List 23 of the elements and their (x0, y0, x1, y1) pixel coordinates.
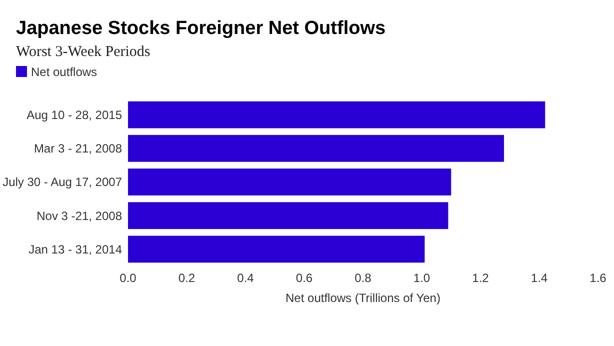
y-tick-label: Aug 10 - 28, 2015 (26, 108, 122, 122)
x-tick-label: 0.8 (354, 271, 372, 285)
legend-label: Net outflows (31, 65, 98, 79)
y-tick-label: Jan 13 - 31, 2014 (28, 242, 122, 256)
x-tick-label: 0.2 (178, 271, 196, 285)
y-tick-label: Mar 3 - 21, 2008 (34, 142, 122, 156)
x-tick-label: 1.4 (530, 271, 548, 285)
x-tick-label: 0.6 (296, 271, 313, 285)
bar (128, 202, 448, 230)
x-tick-label: 1.2 (472, 271, 490, 285)
x-axis-title: Net outflows (Trillions of Yen) (286, 291, 440, 305)
bar (128, 101, 546, 128)
x-tick-label: 0.4 (237, 271, 254, 285)
x-tick-label: 0.0 (120, 271, 137, 285)
bar (128, 236, 425, 263)
x-tick-label: 1.0 (413, 271, 430, 285)
y-tick-label: Nov 3 -21, 2008 (36, 208, 122, 223)
y-tick-label: July 30 - Aug 17, 2007 (2, 175, 122, 190)
bar (128, 134, 504, 162)
bar (128, 168, 452, 196)
chart-subtitle: Worst 3-Week Periods (16, 44, 150, 60)
chart-title: Japanese Stocks Foreigner Net Outflows (16, 18, 386, 39)
x-tick-label: 1.6 (590, 271, 607, 285)
